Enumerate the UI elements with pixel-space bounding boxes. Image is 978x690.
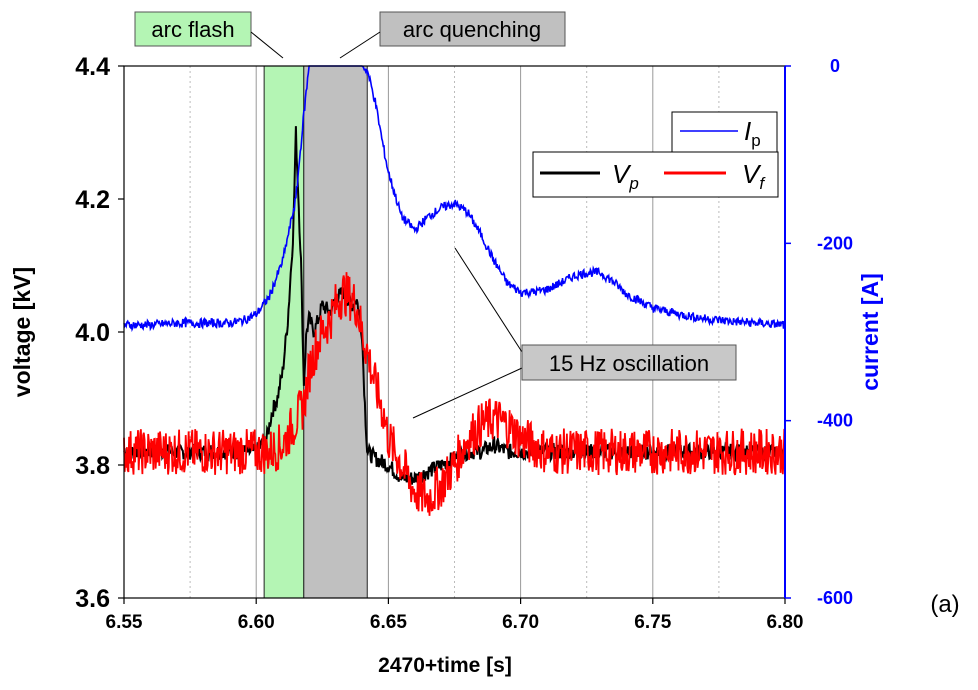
x-tick-label: 6.70 (502, 612, 539, 633)
y-left-tick-label: 4.2 (75, 186, 110, 214)
legend-vp-label: Vp (612, 159, 639, 193)
y-left-tick-label: 3.6 (75, 585, 110, 613)
arc-quenching-label-box: arc quenching (339, 11, 566, 59)
legend-vf-label: Vf (742, 159, 766, 193)
x-tick-label: 6.80 (767, 612, 804, 633)
y-right-tick-label: -200 (817, 233, 853, 253)
x-axis-title: 2470+time [s] (378, 654, 512, 677)
oscillation-annotation: 15 Hz oscillation (412, 247, 737, 419)
y-right-tick-label: -400 (817, 411, 853, 431)
y-left-tick-label: 4.0 (75, 319, 110, 347)
y-right-tick-label: 0 (830, 56, 840, 76)
oscillation-label: 15 Hz oscillation (549, 351, 709, 376)
series-ip (123, 65, 786, 333)
arc-flash-label: arc flash (151, 17, 234, 42)
x-tick-label: 6.75 (634, 612, 671, 633)
panel-label: (a) (930, 591, 959, 618)
y-axis-left-title: voltage [kV] (9, 267, 35, 397)
arc-flash-label-box: arc flash (134, 11, 284, 59)
y-left-tick-label: 4.4 (75, 53, 110, 81)
axis-ticks: 6.55 6.60 6.65 6.70 6.75 6.80 3.6 3.8 4.0 4.2 4.4 -… (75, 53, 853, 633)
x-tick-label: 6.65 (370, 612, 407, 633)
series-vf (123, 272, 786, 516)
series-lines (123, 65, 786, 516)
y-left-tick-label: 3.8 (75, 452, 110, 480)
x-tick-label: 6.55 (106, 612, 143, 633)
y-right-tick-label: -600 (817, 588, 853, 608)
arc-quenching-label: arc quenching (403, 17, 541, 42)
region-arc-flash (263, 65, 305, 599)
legend-voltage: Vp Vf (532, 151, 779, 198)
legend-current: Ip (671, 111, 778, 153)
y-axis-right-title: current [A] (857, 273, 883, 391)
legend-ip-label: Ip (744, 116, 761, 150)
x-tick-label: 6.60 (238, 612, 275, 633)
